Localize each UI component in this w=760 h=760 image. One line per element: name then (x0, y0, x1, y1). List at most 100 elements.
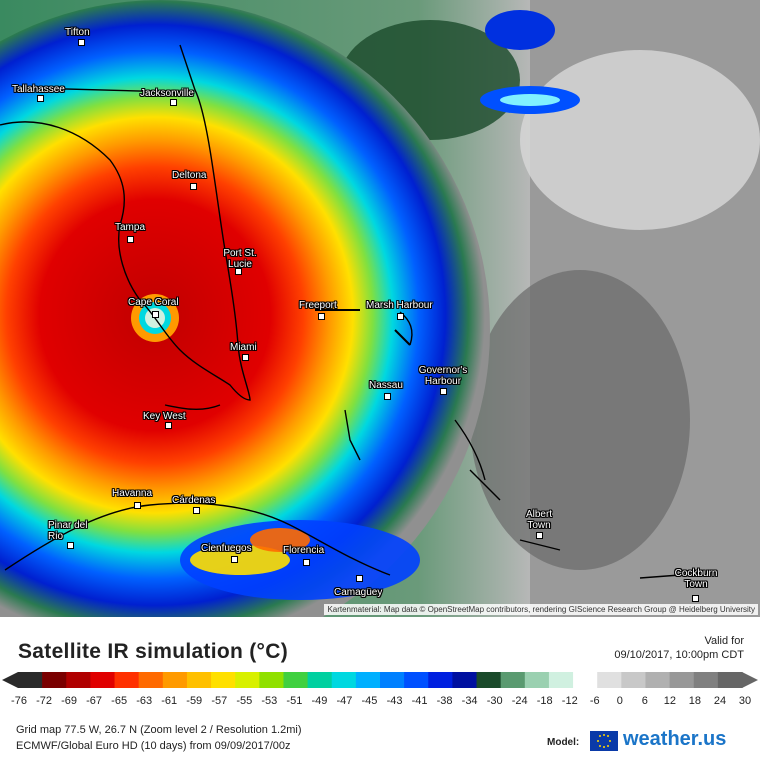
colorbar-segment (597, 672, 622, 688)
city-label: Nassau (369, 380, 403, 391)
city-label: Miami (230, 342, 257, 353)
colorbar-tick-label: -30 (486, 695, 503, 707)
city-marker (384, 393, 391, 400)
city-marker (303, 559, 310, 566)
city-label: Cárdenas (172, 495, 216, 506)
city-marker (193, 507, 200, 514)
page-title: Satellite IR simulation (°C) (18, 640, 288, 663)
city-label: Tampa (115, 222, 146, 233)
colorbar-segment (259, 672, 285, 688)
city-label: Tifton (65, 27, 90, 38)
colorbar-tick-label: 18 (688, 695, 702, 707)
colorbar-segment (524, 672, 550, 688)
colorbar-segment (162, 672, 188, 688)
colorbar-segment (669, 672, 695, 688)
colorbar-segment (114, 672, 140, 688)
colorbar-tick-label: 30 (738, 695, 752, 707)
colorbar-segment (186, 672, 212, 688)
colorbar-tick-label: -67 (86, 695, 103, 707)
city-label: Havanna (112, 488, 153, 499)
colorbar-tick-label: -65 (111, 695, 128, 707)
city-label: Cockburn Town (674, 568, 718, 590)
colorbar-segment (307, 672, 333, 688)
colorbar-tick-label: -49 (311, 695, 328, 707)
city-label: Cape Coral (128, 297, 179, 308)
city-marker (242, 354, 249, 361)
colorbar-tick-label: -24 (511, 695, 528, 707)
city-marker (231, 556, 238, 563)
colorbar-segment (621, 672, 647, 688)
colorbar-tick-label: -12 (561, 695, 578, 707)
colorbar-segment (693, 672, 719, 688)
colorbar-segment (573, 672, 598, 688)
city-marker (170, 99, 177, 106)
city-label: Cienfuegos (201, 543, 252, 554)
colorbar-segment (355, 672, 381, 688)
colorbar-tick-label: -76 (11, 695, 27, 707)
colorbar-tick-label: -72 (36, 695, 52, 707)
colorbar-tick-label: -61 (161, 695, 178, 707)
city-marker (318, 313, 325, 320)
city-marker (152, 311, 159, 318)
city-label: Key West (143, 411, 186, 422)
city-marker (78, 39, 85, 46)
city-marker (37, 95, 44, 102)
colorbar-segment (645, 672, 671, 688)
colorbar-segment (428, 672, 453, 688)
colorbar-segment (476, 672, 502, 688)
satellite-map[interactable]: Tifton Tallahassee Jacksonville Deltona … (0, 0, 760, 617)
valid-for-label: Valid for (704, 635, 744, 647)
city-marker (127, 236, 134, 243)
colorbar-tick-label: -18 (536, 695, 553, 707)
colorbar-tick-label: 24 (713, 695, 727, 707)
colorbar-segment (66, 672, 91, 688)
city-label: Albert Town (525, 509, 553, 531)
colorbar-segment (18, 672, 43, 688)
colorbar-arrow-right (742, 672, 758, 688)
city-label: Marsh Harbour (366, 300, 433, 311)
legend-panel (0, 617, 760, 760)
brand-logo[interactable]: weather.us (623, 728, 727, 750)
city-marker (440, 388, 447, 395)
colorbar-tick-label: 12 (663, 695, 677, 707)
colorbar-segment (404, 672, 429, 688)
city-marker (356, 575, 363, 582)
colorbar-tick-label: -59 (186, 695, 203, 707)
city-label: Jacksonville (140, 88, 194, 99)
colorbar-segment (283, 672, 309, 688)
model-info: ECMWF/Global Euro HD (10 days) from 09/0… (16, 740, 291, 752)
colorbar-tick-label: 0 (616, 695, 623, 707)
colorbar-tick-label: -43 (386, 695, 403, 707)
colorbar-segment (138, 672, 164, 688)
city-label: Florencia (283, 545, 325, 556)
colorbar-segment (211, 672, 236, 688)
colorbar-tick-label: -34 (461, 695, 478, 707)
colorbar-tick-label: -38 (436, 695, 453, 707)
city-label: Governor's Harbour (418, 365, 468, 387)
colorbar-tick-label: -57 (211, 695, 228, 707)
colorbar-ticks: -76 -72 -69 -67 -65 -63 -61 -59 -57 -55 -53 -51 -49-… (0, 695, 760, 709)
colorbar-arrow-left (2, 672, 18, 688)
colorbar-segment (331, 672, 357, 688)
colorbar-tick-label: -41 (411, 695, 428, 707)
city-marker (235, 268, 242, 275)
colorbar-tick-label: -51 (286, 695, 303, 707)
colorbar-tick-label: -55 (236, 695, 253, 707)
colorbar-tick-label: -63 (136, 695, 153, 707)
city-marker (397, 313, 404, 320)
colorbar-segment (235, 672, 260, 688)
city-label: Port St. Lucie (223, 248, 257, 270)
temperature-colorbar (2, 672, 758, 688)
city-marker (67, 542, 74, 549)
colorbar-tick-label: -69 (61, 695, 78, 707)
colorbar-tick-label: -6 (589, 695, 600, 707)
colorbar-tick-label: -47 (336, 695, 353, 707)
model-label: Model: (547, 737, 580, 748)
city-label: Camagüey (334, 587, 383, 598)
valid-time: 09/10/2017, 10:00pm CDT (614, 649, 744, 661)
colorbar-segment (717, 672, 743, 688)
colorbar-segment (380, 672, 405, 688)
colorbar-segment (548, 672, 574, 688)
city-label: Tallahassee (12, 84, 65, 95)
city-marker (536, 532, 543, 539)
